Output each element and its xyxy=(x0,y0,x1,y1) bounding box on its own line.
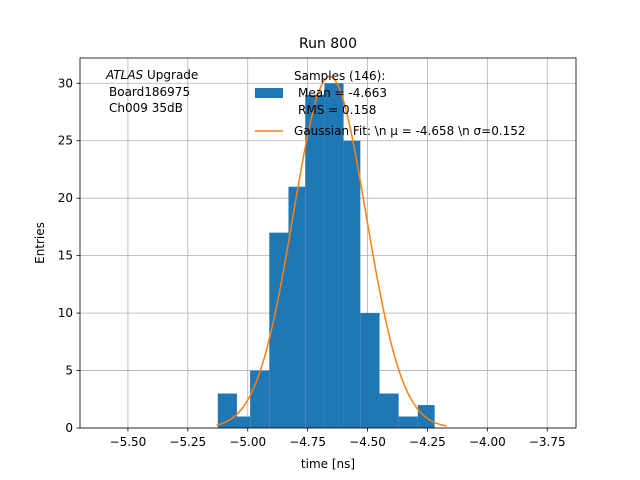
x-tick-label: −5.50 xyxy=(110,435,147,449)
x-axis-label: time [ns] xyxy=(301,457,355,471)
x-tick-label: −5.00 xyxy=(229,435,266,449)
histogram-bar xyxy=(250,370,270,428)
y-axis-label: Entries xyxy=(33,222,47,264)
y-tick-label: 5 xyxy=(65,364,73,378)
y-tick-label: 30 xyxy=(58,76,73,90)
plot-frame xyxy=(79,57,577,429)
histogram-bar xyxy=(269,232,289,428)
legend-histogram-line-1: Samples (146): xyxy=(294,69,385,83)
legend-histogram-line-3: RMS = 0.158 xyxy=(298,103,376,117)
chart-title: Run 800 xyxy=(299,36,357,52)
histogram-bar xyxy=(379,393,399,428)
annotation-line-1: ATLAS Upgrade xyxy=(105,68,198,82)
histogram-bar xyxy=(398,416,418,428)
histogram-bar xyxy=(343,140,361,429)
x-tick-label: −3.75 xyxy=(529,435,566,449)
y-tick-label: 15 xyxy=(58,249,73,263)
y-tick-label: 25 xyxy=(58,134,73,148)
legend-histogram-swatch xyxy=(255,88,283,98)
x-tick-label: −4.75 xyxy=(289,435,326,449)
annotation-box: ATLAS Upgrade Board186975 Ch009 35dB xyxy=(105,68,198,115)
y-axis-ticks: 0 5 10 15 20 25 30 xyxy=(58,76,80,435)
histogram-bar xyxy=(217,393,237,428)
x-tick-label: −4.00 xyxy=(469,435,506,449)
x-tick-label: −4.50 xyxy=(349,435,386,449)
histogram-bar xyxy=(236,416,251,428)
histogram-bar xyxy=(417,405,435,428)
legend-histogram-line-2: Mean = -4.663 xyxy=(298,86,387,100)
annotation-line-3: Ch009 35dB xyxy=(109,101,183,115)
x-axis-ticks: −5.50 −5.25 −5.00 −4.75 −4.50 −4.25 −4.00 −3.75 xyxy=(110,428,566,449)
y-tick-label: 20 xyxy=(58,191,73,205)
histogram-bar xyxy=(305,94,325,428)
legend-fit-label: Gaussian Fit: \n μ = -4.658 \n σ=0.152 xyxy=(294,124,526,138)
annotation-line-2: Board186975 xyxy=(109,85,190,99)
legend: Samples (146): Mean = -4.663 RMS = 0.158… xyxy=(255,69,526,138)
histogram-bar xyxy=(324,83,344,428)
y-tick-label: 0 xyxy=(65,421,73,435)
histogram-bar xyxy=(360,313,380,428)
gaussian-fit-curve xyxy=(216,75,447,427)
x-tick-label: −5.25 xyxy=(169,435,206,449)
y-tick-label: 10 xyxy=(58,306,73,320)
x-tick-label: −4.25 xyxy=(409,435,446,449)
histogram-bar xyxy=(288,186,306,428)
